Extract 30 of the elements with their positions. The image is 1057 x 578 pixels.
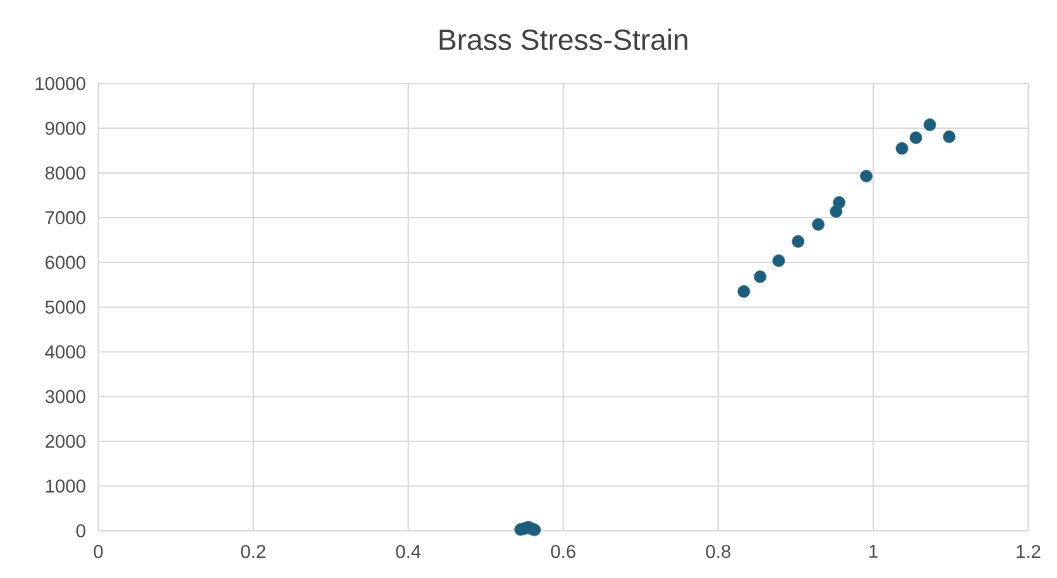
point — [832, 196, 846, 209]
y-tick-label: 7000 — [45, 211, 86, 225]
x-tick-label: 1.2 — [1016, 544, 1041, 558]
point — [791, 235, 805, 248]
x-tick-label: 1 — [869, 544, 878, 558]
chart-title: Brass Stress-Strain — [439, 28, 688, 51]
y-tick-label: 8000 — [45, 166, 86, 180]
x-tick-label: 0.2 — [241, 544, 266, 559]
point — [942, 130, 956, 144]
y-tick-label: 2000 — [45, 434, 86, 448]
point — [909, 131, 923, 144]
point — [923, 118, 937, 131]
point — [772, 254, 785, 267]
y-tick-label: 9000 — [45, 121, 86, 135]
y-tick-label: 5000 — [45, 300, 86, 314]
x-tick-label: 0.6 — [551, 544, 576, 559]
y-tick-label: 10000 — [35, 76, 86, 91]
point — [812, 218, 825, 231]
y-tick-label: 3000 — [45, 390, 86, 404]
x-tick-label: 0.8 — [706, 544, 731, 559]
point — [737, 285, 751, 298]
x-tick-label: 0 — [93, 544, 103, 559]
y-tick-label: 0 — [76, 524, 86, 538]
point — [895, 142, 909, 155]
point — [753, 270, 767, 283]
y-tick-label: 4000 — [45, 345, 86, 359]
point — [860, 169, 873, 183]
y-tick-label: 6000 — [45, 255, 86, 270]
x-tick-label: 0.4 — [396, 544, 421, 559]
y-tick-label: 1000 — [46, 479, 86, 493]
